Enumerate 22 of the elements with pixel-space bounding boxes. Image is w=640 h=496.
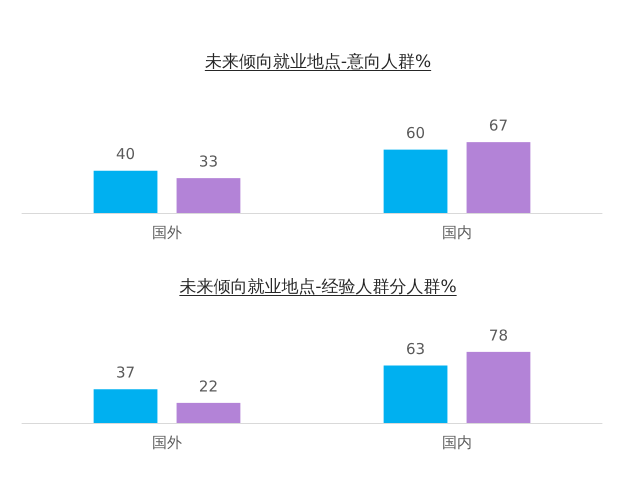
data-label: 63 [406, 340, 426, 358]
data-label: 40 [116, 145, 136, 164]
bar [384, 150, 448, 213]
chart-title: 未来倾向就业地点-意向人群% [204, 51, 432, 73]
bar [384, 366, 448, 423]
bar [94, 170, 158, 213]
bar [466, 352, 530, 423]
bar [466, 142, 530, 213]
bar [94, 389, 158, 423]
x-tick-label: 国外 [152, 224, 182, 242]
data-label: 37 [116, 364, 136, 382]
data-label: 78 [488, 326, 508, 344]
chart-title: 未来倾向就业地点-经验人群分人群% [179, 276, 457, 298]
x-tick-label: 国内 [442, 434, 472, 452]
bar [176, 178, 240, 213]
data-label: 60 [406, 124, 426, 142]
bar [176, 402, 240, 423]
x-tick-label: 国内 [442, 224, 472, 242]
x-tick-label: 国外 [152, 434, 182, 452]
data-label: 67 [488, 116, 508, 135]
data-label: 33 [198, 152, 218, 171]
data-label: 22 [198, 377, 218, 396]
